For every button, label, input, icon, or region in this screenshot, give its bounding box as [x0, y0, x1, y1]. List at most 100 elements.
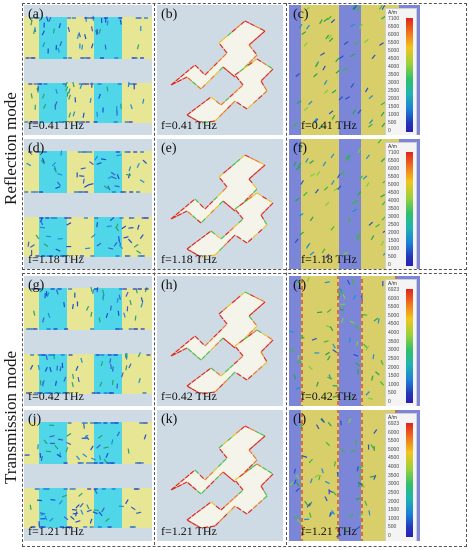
colorbar-tick: 4500 — [388, 321, 400, 328]
current-arrow — [134, 315, 137, 321]
surface-current-arrow — [196, 238, 201, 243]
current-arrow — [80, 167, 86, 170]
surface-current-arrow — [223, 48, 228, 54]
surface-current-arrow — [260, 435, 266, 440]
current-arrow — [34, 27, 37, 33]
current-arrow — [48, 16, 52, 22]
current-arrow — [377, 139, 382, 144]
current-arrow — [76, 33, 80, 39]
surface-current-arrow — [223, 379, 228, 384]
surface-current-arrow — [235, 24, 241, 29]
surface-current-arrow — [219, 314, 224, 320]
current-arrow — [338, 96, 344, 101]
current-arrow — [106, 86, 109, 92]
surface-current-arrow — [249, 22, 255, 27]
surface-current-arrow — [201, 371, 206, 376]
current-arrow — [297, 162, 302, 168]
surface-current-arrow — [205, 502, 211, 507]
current-arrow — [139, 234, 144, 239]
current-arrow — [373, 429, 378, 434]
current-arrow — [365, 154, 370, 160]
current-arrow — [318, 475, 321, 481]
current-arrow — [332, 395, 338, 398]
current-arrow — [79, 502, 84, 508]
surface-current-arrow — [242, 510, 248, 515]
surface-current-arrow — [244, 291, 250, 295]
current-arrow — [308, 501, 313, 507]
surface-current-arrow — [218, 39, 224, 44]
surface-current-arrow — [247, 104, 253, 109]
current-arrow — [30, 20, 33, 26]
current-arrow — [98, 317, 101, 323]
surface-current-arrow — [238, 490, 243, 495]
surface-current-arrow — [262, 90, 268, 95]
surface-current-arrow — [205, 79, 211, 85]
current-arrow — [293, 468, 296, 474]
surface-current-arrow — [189, 65, 195, 70]
surface-current-arrow — [244, 468, 249, 473]
surface-current-arrow — [192, 81, 197, 86]
surface-current-arrow — [210, 346, 215, 351]
surface-current-arrow — [269, 339, 274, 344]
current-arrow — [109, 358, 112, 364]
surface-current-arrow — [247, 375, 253, 380]
current-arrow — [102, 293, 105, 300]
current-arrow — [296, 518, 302, 524]
surface-current-arrow — [226, 204, 232, 209]
current-arrow — [97, 434, 103, 439]
current-arrow — [314, 474, 320, 478]
current-arrow — [127, 173, 131, 179]
surface-current-arrow — [215, 505, 221, 510]
current-arrow — [365, 182, 370, 188]
surface-current-arrow — [223, 319, 228, 325]
surface-current-arrow — [244, 197, 249, 202]
panel-label: (h) — [161, 278, 178, 293]
current-arrow — [58, 23, 62, 29]
current-arrow — [331, 89, 337, 94]
current-arrow — [108, 247, 114, 250]
colorbar-tick: 5500 — [388, 438, 400, 445]
current-arrow — [96, 242, 102, 247]
current-arrow — [107, 185, 111, 191]
current-arrow — [311, 337, 317, 341]
current-arrow — [295, 197, 300, 202]
surface-current-arrow — [263, 356, 268, 362]
current-arrow — [332, 349, 338, 353]
surface-current-arrow — [222, 187, 227, 192]
current-arrow — [37, 364, 40, 371]
reflection-mode-label: Reflection mode — [1, 92, 20, 205]
current-arrow — [328, 37, 334, 42]
surface-current-arrow — [252, 58, 257, 63]
current-arrow — [330, 226, 335, 231]
surface-current-arrow — [247, 61, 253, 66]
current-arrow — [325, 253, 330, 259]
surface-current-arrow — [209, 254, 216, 257]
surface-current-arrow — [201, 84, 206, 89]
current-arrow — [328, 110, 334, 115]
current-arrow — [136, 250, 142, 254]
surface-current-arrow — [253, 325, 258, 330]
colorbar-tick: 2500 — [388, 222, 400, 228]
colorbar-tick: 2500 — [388, 88, 400, 94]
current-arrow — [381, 5, 386, 10]
surface-current-arrow — [218, 310, 224, 315]
current-arrow — [293, 479, 297, 485]
surface-current-arrow — [202, 121, 209, 124]
surface-current-arrow — [260, 80, 265, 86]
surface-current-arrow — [187, 77, 193, 82]
current-arrow — [343, 67, 348, 72]
surface-current-arrow — [185, 203, 190, 208]
current-arrow — [42, 42, 46, 48]
current-arrow — [338, 287, 343, 292]
current-arrow — [116, 154, 122, 157]
surface-current-arrow — [227, 436, 232, 442]
panel-j: (j) f=1.21 THz — [24, 410, 152, 541]
current-arrow — [347, 217, 352, 223]
panel-b: (b) f=0.41 THz — [157, 5, 283, 135]
current-arrow — [142, 159, 147, 164]
surface-current-arrow — [187, 248, 192, 253]
surface-current-arrow — [248, 312, 254, 317]
surface-current-arrow — [210, 209, 215, 214]
current-arrow — [309, 478, 313, 484]
surface-current-arrow — [226, 475, 232, 480]
